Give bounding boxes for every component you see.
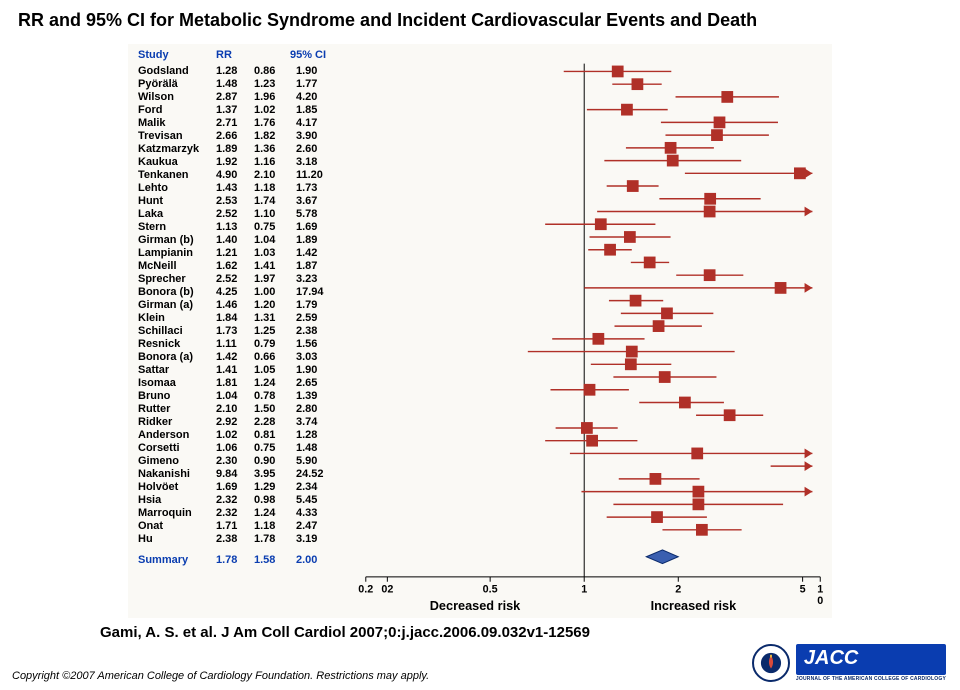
forest-plot: 0.2020.512510Decreased riskIncreased ris… xyxy=(356,44,832,618)
table-header: Study RR 95% CI xyxy=(138,50,356,61)
svg-text:02: 02 xyxy=(381,584,393,596)
svg-text:Decreased risk: Decreased risk xyxy=(430,598,521,613)
table-row: Godsland1.280.861.90 xyxy=(138,65,356,78)
table-row: McNeill1.621.411.87 xyxy=(138,260,356,273)
table-row: Corsetti1.060.751.48 xyxy=(138,442,356,455)
table-row: Gimeno2.300.905.90 xyxy=(138,455,356,468)
table-row: Rutter2.101.502.80 xyxy=(138,403,356,416)
table-row: Onat1.711.182.47 xyxy=(138,520,356,533)
table-row: Malik2.711.764.17 xyxy=(138,117,356,130)
jacc-text: JACC xyxy=(796,644,946,675)
forest-plot-panel: Study RR 95% CI Godsland1.280.861.90Pyör… xyxy=(128,44,832,618)
col-ci: 95% CI xyxy=(260,50,356,61)
table-row: Anderson1.020.811.28 xyxy=(138,429,356,442)
table-row: Ford1.371.021.85 xyxy=(138,104,356,117)
table-row: Pyörälä1.481.231.77 xyxy=(138,78,356,91)
table-row: Katzmarzyk1.891.362.60 xyxy=(138,143,356,156)
table-row: Sattar1.411.051.90 xyxy=(138,364,356,377)
table-row: Wilson2.871.964.20 xyxy=(138,91,356,104)
citation: Gami, A. S. et al. J Am Coll Cardiol 200… xyxy=(100,624,590,641)
table-row: Girman (a)1.461.201.79 xyxy=(138,299,356,312)
table-row: Bruno1.040.781.39 xyxy=(138,390,356,403)
summary-label: Summary xyxy=(138,555,216,566)
summary-lo: 1.58 xyxy=(254,555,296,566)
table-row: Isomaa1.811.242.65 xyxy=(138,377,356,390)
svg-text:0.2: 0.2 xyxy=(358,584,373,596)
table-row: Klein1.841.312.59 xyxy=(138,312,356,325)
col-study: Study xyxy=(138,50,216,61)
table-row: Holvöet1.691.292.34 xyxy=(138,481,356,494)
svg-text:5: 5 xyxy=(800,584,806,596)
jacc-logo: JACC JOURNAL OF THE AMERICAN COLLEGE OF … xyxy=(752,644,946,682)
col-rr: RR xyxy=(216,50,260,61)
svg-text:Increased risk: Increased risk xyxy=(651,598,737,613)
data-table: Study RR 95% CI Godsland1.280.861.90Pyör… xyxy=(128,44,356,618)
summary-rr: 1.78 xyxy=(216,555,254,566)
table-row: Tenkanen4.902.1011.20 xyxy=(138,169,356,182)
svg-text:0: 0 xyxy=(817,595,823,607)
summary-hi: 2.00 xyxy=(296,555,338,566)
table-row: Girman (b)1.401.041.89 xyxy=(138,234,356,247)
table-row: Hunt2.531.743.67 xyxy=(138,195,356,208)
acc-emblem xyxy=(752,644,790,682)
table-row: Marroquin2.321.244.33 xyxy=(138,507,356,520)
jacc-sub: JOURNAL OF THE AMERICAN COLLEGE OF CARDI… xyxy=(796,677,946,682)
table-row: Laka2.521.105.78 xyxy=(138,208,356,221)
table-row: Hu2.381.783.19 xyxy=(138,533,356,546)
table-row: Nakanishi9.843.9524.52 xyxy=(138,468,356,481)
svg-text:1: 1 xyxy=(581,584,587,596)
summary-row: Summary 1.78 1.58 2.00 xyxy=(138,554,356,567)
forest-svg: 0.2020.512510Decreased riskIncreased ris… xyxy=(356,44,832,618)
table-row: Bonora (b)4.251.0017.94 xyxy=(138,286,356,299)
table-row: Schillaci1.731.252.38 xyxy=(138,325,356,338)
table-row: Resnick1.110.791.56 xyxy=(138,338,356,351)
svg-text:2: 2 xyxy=(675,584,681,596)
table-row: Trevisan2.661.823.90 xyxy=(138,130,356,143)
table-row: Kaukua1.921.163.18 xyxy=(138,156,356,169)
table-row: Sprecher2.521.973.23 xyxy=(138,273,356,286)
table-row: Lampianin1.211.031.42 xyxy=(138,247,356,260)
svg-text:1: 1 xyxy=(817,584,823,596)
page-title: RR and 95% CI for Metabolic Syndrome and… xyxy=(18,10,757,31)
table-row: Lehto1.431.181.73 xyxy=(138,182,356,195)
table-row: Bonora (a)1.420.663.03 xyxy=(138,351,356,364)
table-row: Hsia2.320.985.45 xyxy=(138,494,356,507)
table-row: Ridker2.922.283.74 xyxy=(138,416,356,429)
copyright: Copyright ©2007 American College of Card… xyxy=(12,670,429,682)
table-row: Stern1.130.751.69 xyxy=(138,221,356,234)
svg-text:0.5: 0.5 xyxy=(483,584,498,596)
